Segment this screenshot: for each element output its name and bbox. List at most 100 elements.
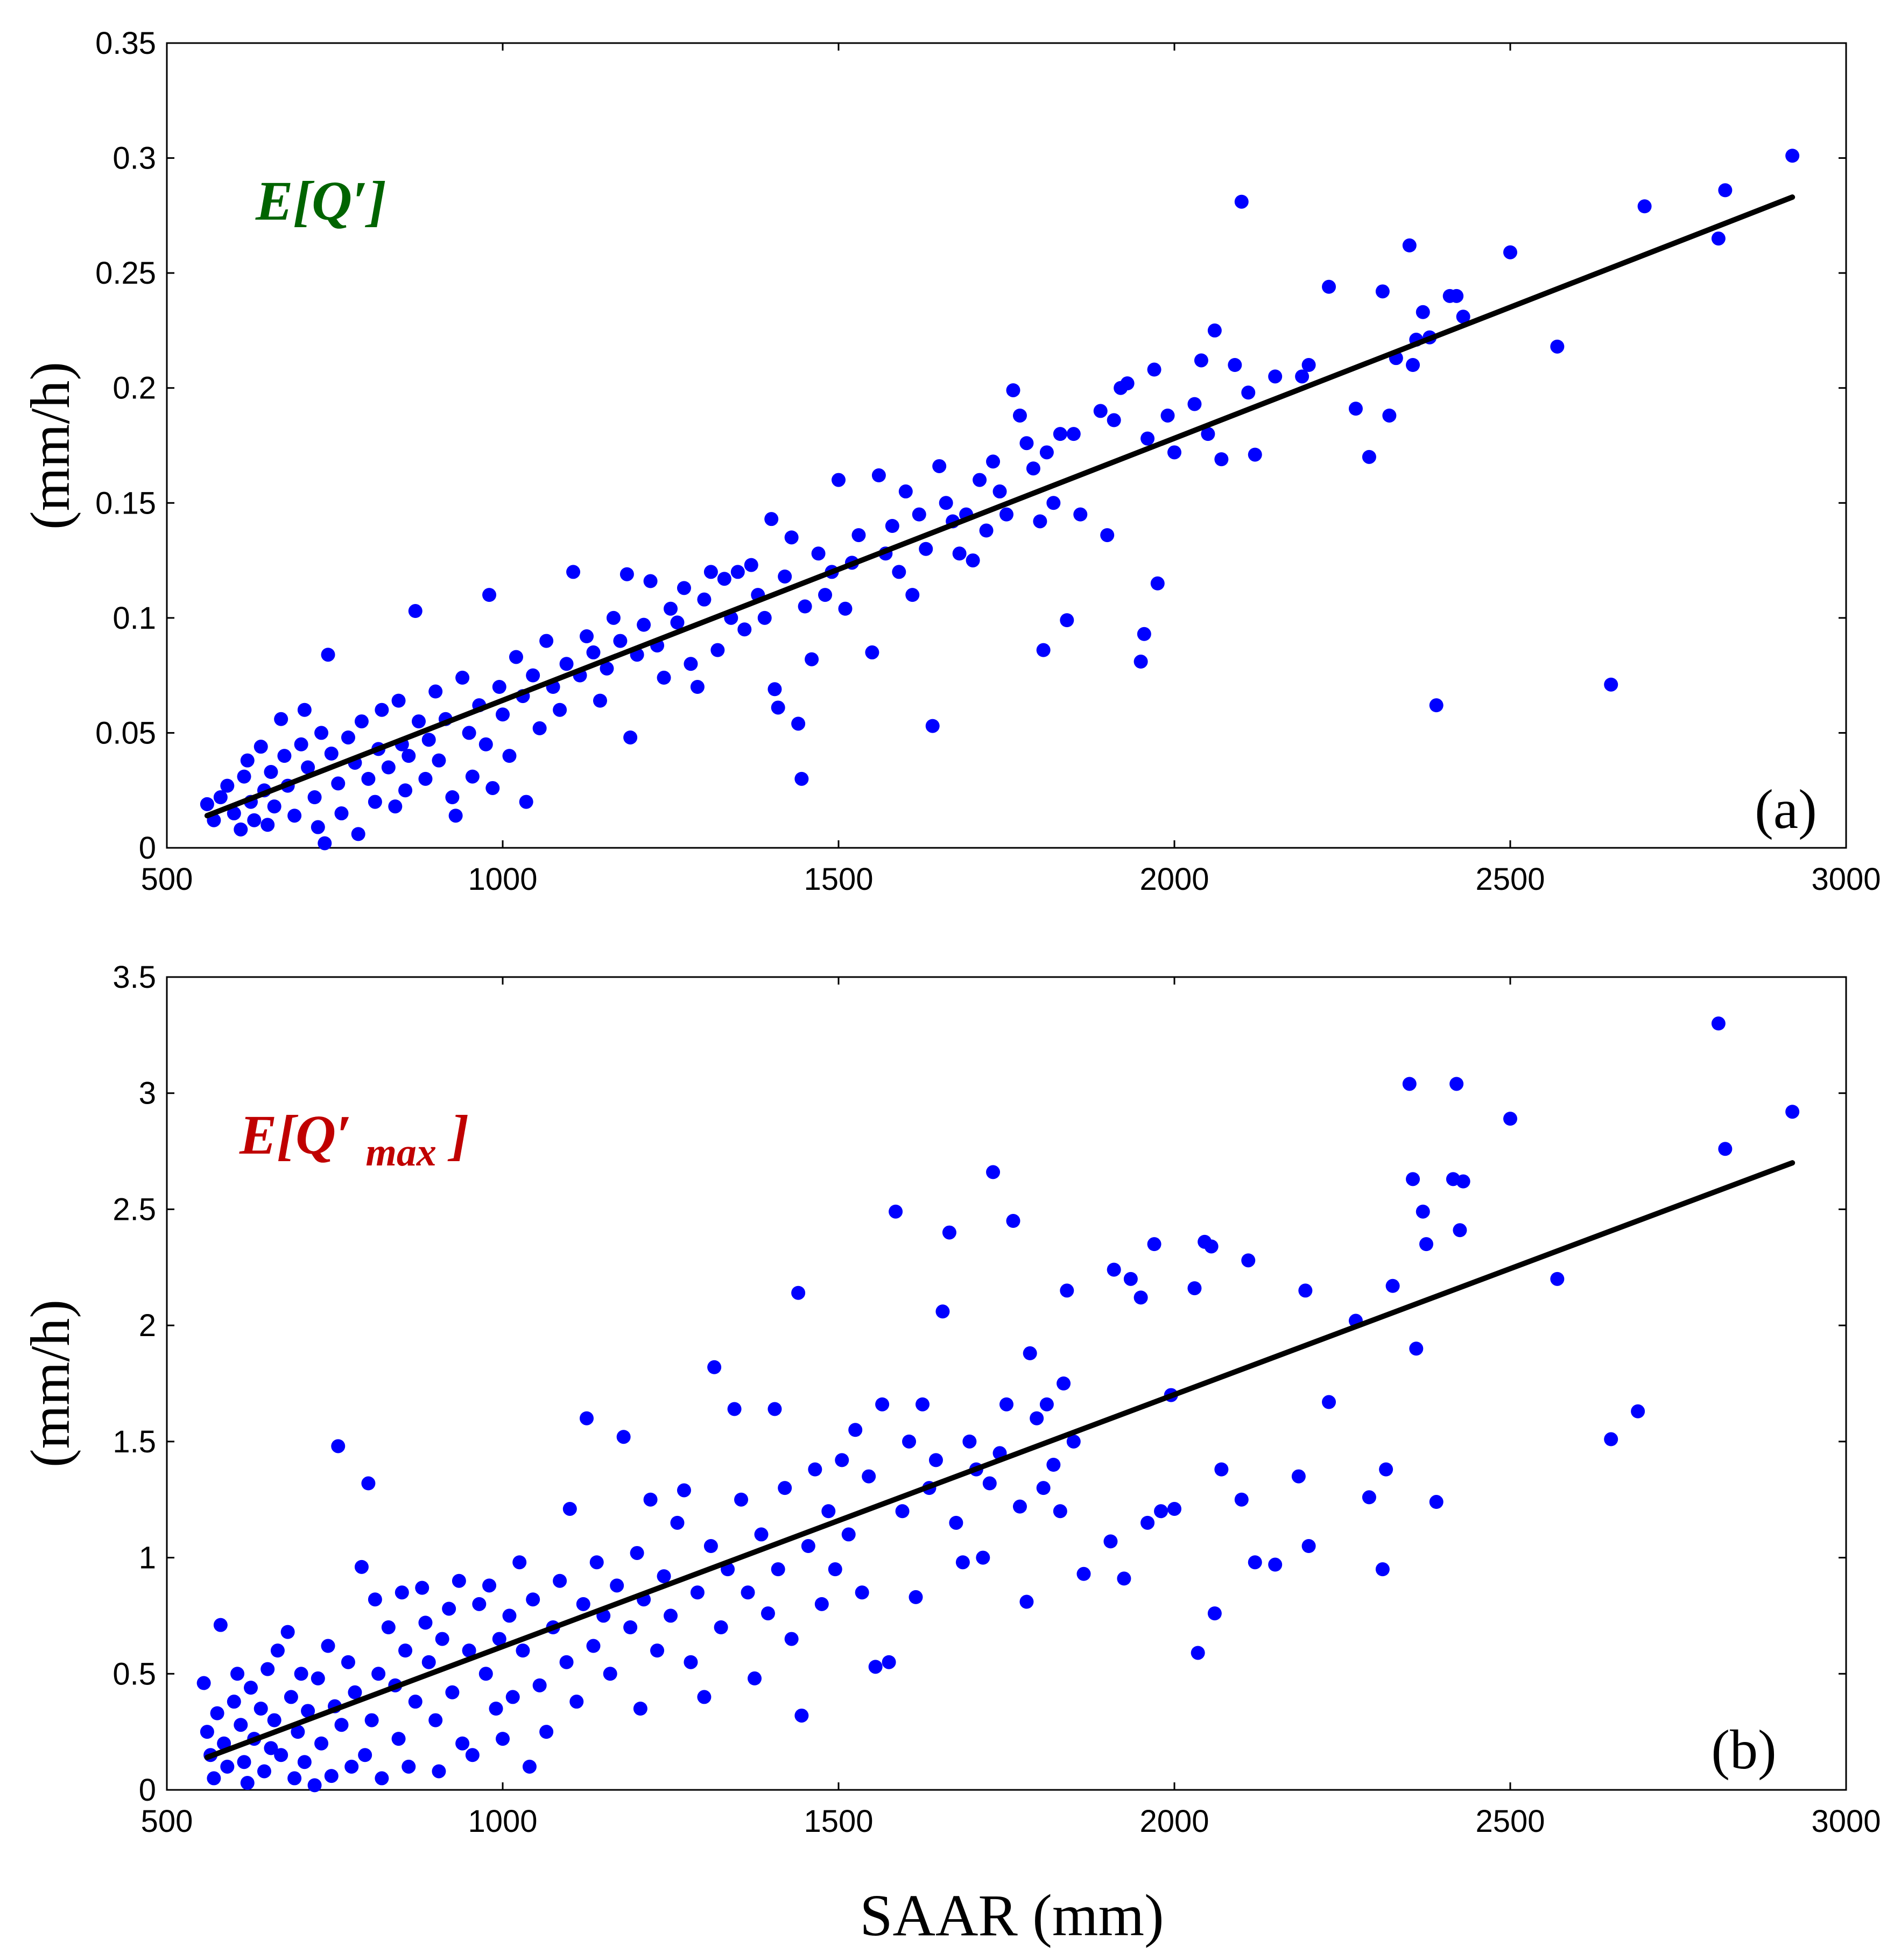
panel-b-data-point: [955, 1555, 970, 1570]
panel-a-data-point: [294, 737, 308, 751]
panel-a-data-point: [992, 484, 1007, 498]
panel-b-data-point: [848, 1423, 863, 1437]
panel-b-data-point: [801, 1539, 815, 1553]
panel-a-data-point: [1362, 449, 1376, 464]
panel-a-data-point: [684, 657, 698, 671]
panel-a-data-point: [771, 700, 785, 715]
panel-b-data-point: [999, 1397, 1013, 1411]
panel-b-ytick-label: 2: [139, 1308, 156, 1343]
panel-a-data-point: [391, 693, 406, 708]
panel-a-tag: (a): [1755, 778, 1816, 840]
panel-a-data-point: [1214, 452, 1229, 467]
panel-b-data-point: [576, 1597, 590, 1611]
panel-b-data-point: [841, 1527, 856, 1542]
panel-a-data-point: [925, 719, 940, 733]
panel-a-data-point: [267, 799, 281, 814]
panel-b-data-point: [361, 1476, 376, 1491]
panel-b-data-point: [311, 1671, 325, 1685]
panel-b-ytick-label: 1: [139, 1541, 156, 1576]
panel-b-data-point: [1147, 1237, 1161, 1252]
panel-b-data-point: [778, 1481, 792, 1495]
panel-b-data-point: [942, 1225, 956, 1240]
panel-a-data-point: [448, 809, 463, 823]
panel-a: 500 1000 1500 2000 2500 3000 00.050.10.150.20…: [19, 26, 1881, 897]
panel-a-data-point: [264, 765, 278, 779]
panel-a-data-point: [811, 546, 826, 561]
panel-b-data-point: [909, 1590, 923, 1604]
panel-b-data-point: [331, 1439, 346, 1453]
panel-a-data-point: [1073, 507, 1088, 522]
panel-b-ytick-labels: 0 0.5 1 1.5 2 2.5 3 3.5: [112, 960, 156, 1808]
panel-b-data-point: [610, 1578, 624, 1593]
panel-a-data-point: [418, 771, 433, 786]
panel-b-data-point: [1234, 1492, 1249, 1507]
panel-b-data-point: [1419, 1237, 1433, 1252]
panel-b-data-point: [1053, 1504, 1067, 1519]
panel-b-xtick-labels: 500 1000 1500 2000 2500 3000: [141, 1804, 1881, 1839]
panel-a-data-point: [1036, 643, 1051, 657]
panel-a-data-point: [1053, 427, 1067, 441]
panel-a-data-point: [580, 629, 594, 644]
panel-b-data-point: [1103, 1534, 1118, 1549]
panel-a-fit-line: [204, 194, 1796, 819]
panel-b-data-point: [291, 1725, 305, 1739]
panel-a-data-point: [566, 565, 581, 579]
panel-b-data-point: [428, 1713, 443, 1727]
panel-b-data-point: [1006, 1214, 1020, 1228]
panel-b-data-point: [1416, 1204, 1430, 1219]
panel-a-data-point: [999, 507, 1013, 522]
panel-a-data-point: [519, 795, 533, 809]
panel-b-xtick-label: 2000: [1139, 1804, 1209, 1839]
panel-b-ytick-label: 3: [139, 1076, 156, 1111]
panel-a-xtick-label: 3000: [1811, 862, 1881, 897]
panel-a-data-point: [865, 645, 879, 659]
panel-b-data-point: [395, 1585, 409, 1600]
panel-b-data-point: [553, 1573, 567, 1588]
panel-b-data-point: [254, 1702, 268, 1716]
panel-b-data-point: [1039, 1397, 1054, 1411]
panel-a-data-point: [1207, 323, 1222, 338]
panel-a-ytick-label: 0.35: [95, 26, 156, 61]
panel-b-data-point: [1214, 1462, 1229, 1477]
panel-a-data-point: [412, 714, 426, 729]
panel-a-data-point: [892, 565, 906, 579]
panel-b-data-point: [664, 1608, 678, 1623]
panel-a-data-point: [351, 827, 365, 841]
panel-a-data-point: [375, 702, 389, 717]
panel-a-data-point: [311, 820, 325, 834]
panel-b-data-point: [1375, 1562, 1390, 1577]
panel-a-frame: [166, 42, 1847, 849]
panel-b-ytick-label: 2.5: [112, 1192, 156, 1227]
panel-b-xtick-label: 1500: [804, 1804, 873, 1839]
panel-a-data-point: [496, 707, 510, 722]
panel-b-ytick-label: 0: [139, 1773, 156, 1808]
panel-b-data-point: [1429, 1495, 1444, 1509]
panel-b-data-point: [381, 1620, 396, 1634]
panel-a-data-point: [919, 542, 933, 556]
panel-b-data-point: [586, 1639, 601, 1653]
panel-b-data-point: [1379, 1462, 1393, 1477]
panel-a-data-point: [381, 760, 396, 775]
panel-a-data-point: [805, 652, 819, 666]
panel-a-data-point: [670, 615, 685, 630]
panel-b-data-point: [1117, 1571, 1131, 1586]
panel-b-data-point: [354, 1559, 369, 1574]
panel-a-data-point: [301, 760, 315, 775]
panel-b-xtick-label: 500: [141, 1804, 193, 1839]
panel-a-data-point: [613, 634, 628, 648]
panel-b-data-point: [455, 1736, 470, 1751]
panel-a-data-point: [559, 657, 574, 671]
panel-a-data-point: [331, 776, 346, 791]
panel-b-data-point: [398, 1643, 413, 1658]
panel-a-data-point: [1604, 677, 1618, 692]
panel-b-data-point: [334, 1718, 349, 1732]
panel-a-data-point: [307, 790, 322, 805]
panel-a-data-point: [324, 746, 339, 761]
panel-a-data-point: [388, 799, 403, 814]
panel-a-data-point: [445, 790, 460, 805]
panel-b-data-point: [1248, 1555, 1262, 1570]
panel-a-data-point: [832, 473, 846, 487]
panel-b-data-point: [603, 1667, 617, 1681]
panel-a-data-point: [1201, 427, 1215, 441]
panel-a-data-point: [240, 753, 255, 768]
